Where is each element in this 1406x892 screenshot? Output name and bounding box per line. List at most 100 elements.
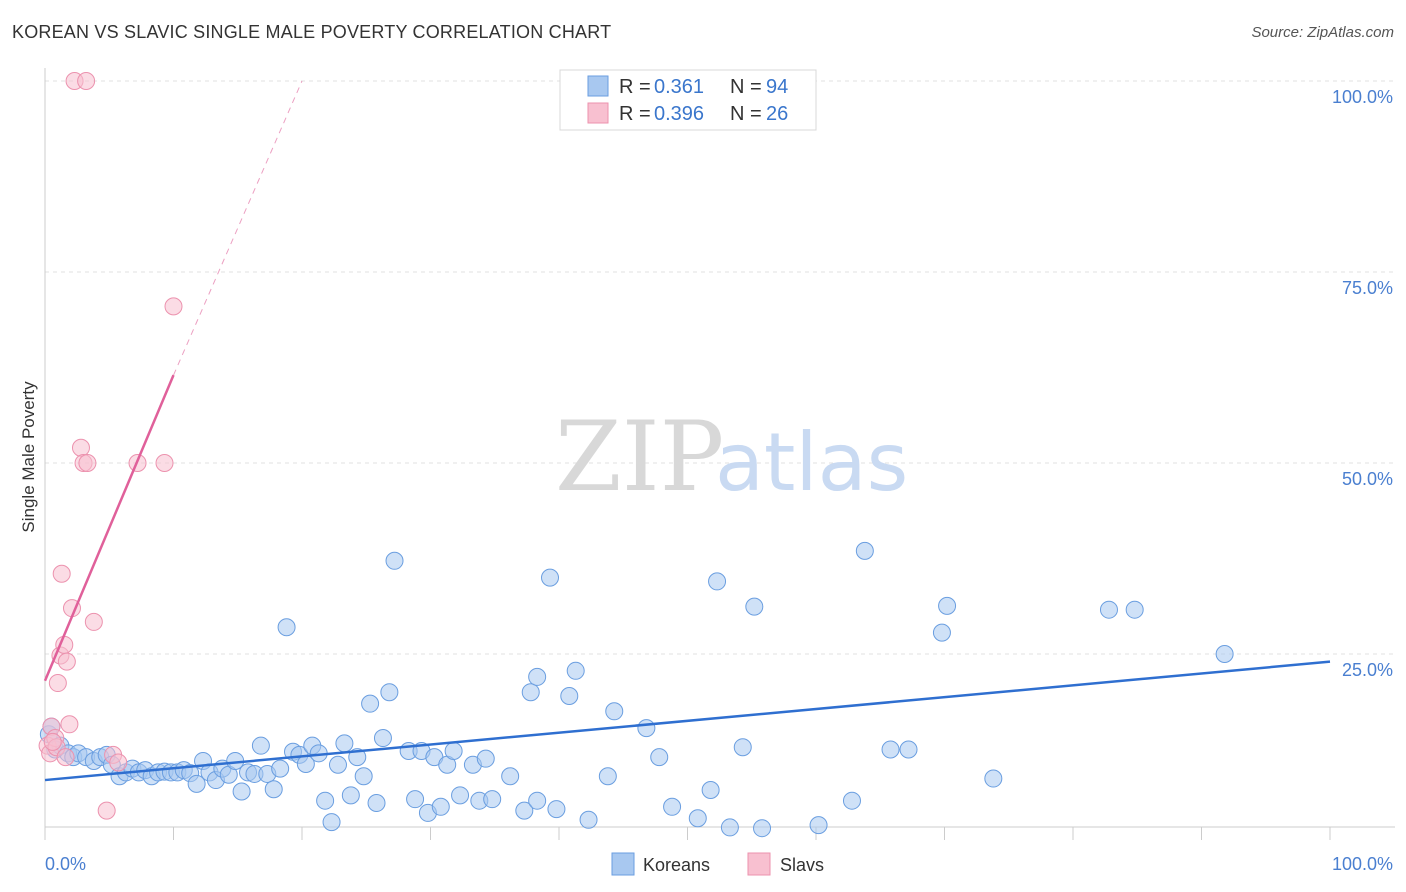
y-tick-label: 25.0% bbox=[1342, 660, 1393, 680]
point-korean bbox=[842, 791, 861, 810]
point-korean bbox=[701, 780, 720, 799]
point-korean bbox=[515, 801, 534, 820]
point-korean bbox=[720, 818, 739, 837]
point-korean bbox=[650, 748, 669, 767]
bottom-legend: Koreans Slavs bbox=[611, 852, 824, 876]
point-korean bbox=[541, 568, 560, 587]
point-korean bbox=[444, 742, 463, 761]
point-korean bbox=[984, 769, 1003, 788]
point-korean bbox=[501, 767, 520, 786]
y-tick-label: 75.0% bbox=[1342, 278, 1393, 298]
point-korean bbox=[1215, 645, 1234, 663]
x-tick-label-min: 0.0% bbox=[45, 854, 86, 874]
watermark-zip: ZIP bbox=[555, 401, 724, 513]
point-korean bbox=[733, 738, 752, 757]
point-korean bbox=[708, 572, 727, 591]
legend-r-value-slavs: 0.396 bbox=[654, 103, 704, 125]
legend-r-label-slavs: R = bbox=[619, 103, 651, 125]
legend-r-value-koreans: 0.361 bbox=[654, 76, 704, 98]
point-korean bbox=[367, 793, 386, 812]
legend-n-label-koreans: N = bbox=[730, 76, 762, 98]
point-korean bbox=[361, 694, 380, 713]
point-korean bbox=[855, 541, 874, 560]
point-korean bbox=[476, 749, 495, 768]
point-slav bbox=[109, 753, 128, 772]
point-korean bbox=[251, 736, 270, 755]
chart-title: KOREAN VS SLAVIC SINGLE MALE POVERTY COR… bbox=[12, 22, 612, 42]
point-korean bbox=[521, 683, 540, 702]
point-korean bbox=[264, 780, 283, 799]
legend-swatch-slavs bbox=[587, 102, 609, 124]
point-korean bbox=[809, 816, 828, 835]
point-korean bbox=[547, 800, 566, 819]
point-korean bbox=[605, 702, 624, 721]
point-korean bbox=[560, 687, 579, 706]
point-korean bbox=[385, 551, 404, 570]
y-tick-label: 50.0% bbox=[1342, 469, 1393, 489]
point-korean bbox=[271, 759, 290, 778]
legend-n-value-koreans: 94 bbox=[766, 76, 788, 98]
point-korean bbox=[637, 719, 656, 738]
point-korean bbox=[277, 618, 296, 637]
point-slav bbox=[155, 454, 174, 472]
point-korean bbox=[483, 790, 502, 809]
point-korean bbox=[745, 597, 764, 616]
legend-r-label-koreans: R = bbox=[619, 76, 651, 98]
point-slav bbox=[56, 748, 75, 767]
point-korean bbox=[598, 767, 617, 786]
point-slav bbox=[52, 564, 71, 583]
y-axis-label: Single Male Poverty bbox=[19, 381, 38, 533]
point-slav bbox=[164, 297, 183, 316]
point-korean bbox=[881, 740, 900, 759]
y-tick-labels: 100.0% 75.0% 50.0% 25.0% bbox=[1332, 87, 1393, 680]
point-slav bbox=[78, 454, 97, 472]
point-korean bbox=[688, 809, 707, 828]
point-korean bbox=[753, 819, 772, 838]
point-slav bbox=[43, 732, 62, 751]
point-korean bbox=[938, 596, 957, 615]
point-korean bbox=[566, 661, 585, 680]
point-korean bbox=[932, 623, 951, 642]
point-korean bbox=[663, 797, 682, 816]
point-korean bbox=[899, 740, 918, 759]
point-korean bbox=[322, 813, 341, 832]
point-korean bbox=[1125, 600, 1144, 619]
series-koreans bbox=[39, 541, 1234, 838]
y-tick-label: 100.0% bbox=[1332, 87, 1393, 107]
point-korean bbox=[528, 791, 547, 810]
point-korean bbox=[528, 667, 547, 686]
legend-n-value-slavs: 26 bbox=[766, 103, 788, 125]
point-slav bbox=[48, 674, 67, 693]
point-slav bbox=[97, 801, 116, 820]
point-korean bbox=[406, 790, 425, 809]
point-korean bbox=[1099, 600, 1118, 619]
point-slav bbox=[71, 438, 90, 457]
source-label: Source: ZipAtlas.com bbox=[1251, 24, 1394, 41]
point-slav bbox=[84, 612, 103, 631]
point-korean bbox=[354, 767, 373, 786]
point-korean bbox=[335, 734, 354, 753]
bottom-legend-label-koreans: Koreans bbox=[643, 855, 710, 875]
point-korean bbox=[341, 786, 360, 805]
legend-box: R = 0.361 N = 94 R = 0.396 N = 26 bbox=[559, 69, 817, 131]
x-tick-marks bbox=[44, 827, 1331, 840]
x-tick-label-max: 100.0% bbox=[1332, 854, 1393, 874]
trend-line-slavs bbox=[43, 374, 175, 682]
point-korean bbox=[187, 774, 206, 793]
point-korean bbox=[380, 683, 399, 702]
point-korean bbox=[431, 797, 450, 816]
point-slav bbox=[57, 652, 76, 671]
point-slav bbox=[77, 72, 96, 90]
trend-lines bbox=[43, 80, 1331, 782]
point-korean bbox=[328, 755, 347, 774]
point-korean bbox=[579, 810, 598, 829]
point-korean bbox=[316, 791, 335, 810]
trend-line-koreans bbox=[44, 660, 1331, 782]
legend-swatch-koreans bbox=[587, 75, 609, 97]
point-slav bbox=[60, 715, 79, 734]
bottom-legend-label-slavs: Slavs bbox=[780, 855, 824, 875]
legend-n-label-slavs: N = bbox=[730, 103, 762, 125]
bottom-legend-swatch-slavs bbox=[747, 852, 771, 876]
bottom-legend-swatch-koreans bbox=[611, 852, 635, 876]
